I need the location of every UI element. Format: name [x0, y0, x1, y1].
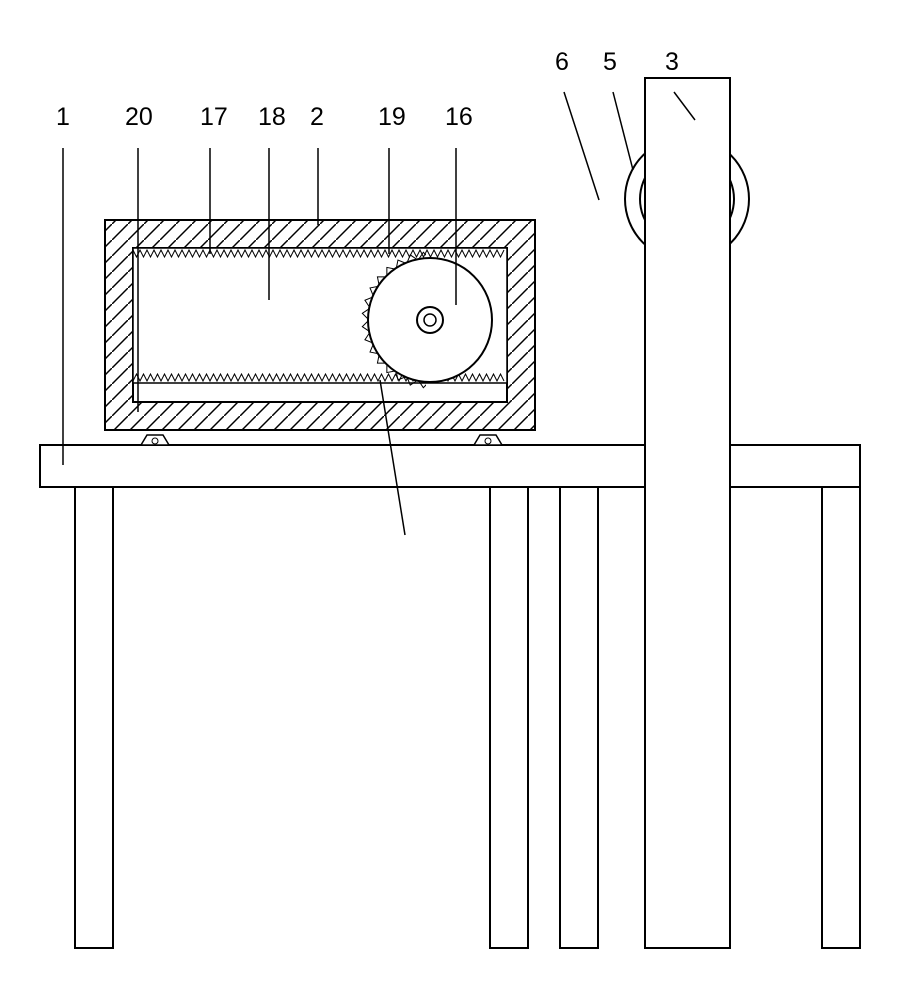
label-16: 16 — [445, 103, 473, 131]
label-5: 5 — [603, 48, 617, 76]
label-17: 17 — [200, 103, 228, 131]
diagram-svg: 1 20 17 18 2 19 16 6 5 3 — [0, 0, 903, 1000]
label-3: 3 — [665, 48, 679, 76]
label-19: 19 — [378, 103, 406, 131]
label-18: 18 — [258, 103, 286, 131]
label-2: 2 — [310, 103, 324, 131]
label-20: 20 — [125, 103, 153, 131]
label-6: 6 — [555, 48, 569, 76]
technical-diagram: 1 20 17 18 2 19 16 6 5 3 — [0, 0, 903, 1000]
label-1: 1 — [56, 103, 70, 131]
